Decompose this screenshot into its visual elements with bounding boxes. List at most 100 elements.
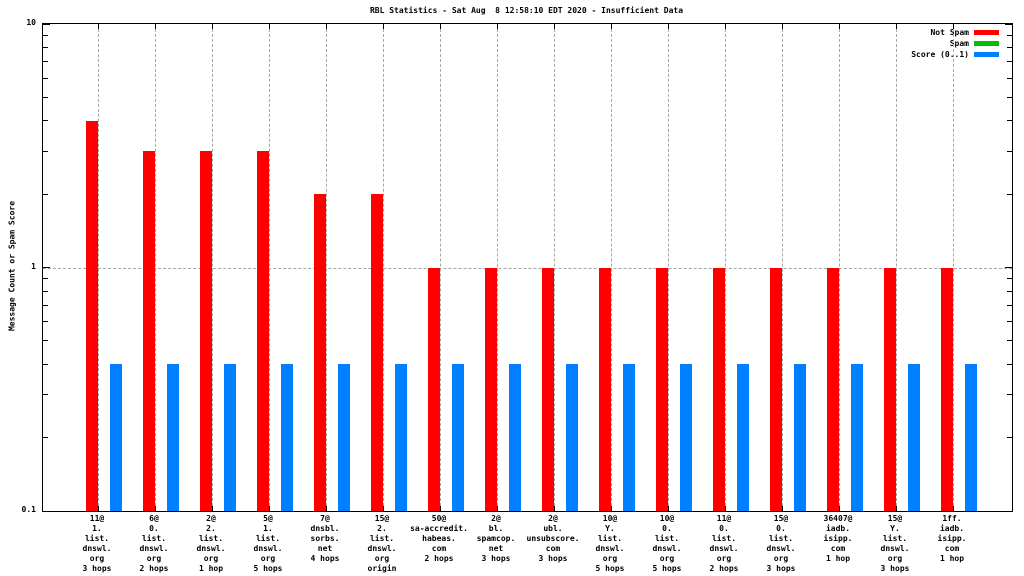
legend-label: Not Spam [930, 28, 969, 37]
x-tick-label: 2@ bl. spamcop. net 3 hops [476, 514, 516, 563]
x-tick-label: 6@ 0. list. dnswl. org 2 hops [139, 514, 169, 573]
x-tick-label: 7@ dnsbl. sorbs. net 4 hops [310, 514, 340, 563]
bar-not-spam [770, 267, 782, 511]
x-tick-bottom [611, 506, 612, 511]
x-tick-label: 15@ 2. list. dnswl. org origin [367, 514, 397, 573]
y-minor-tick-right [1007, 304, 1012, 306]
x-tick-bottom [725, 506, 726, 511]
y-minor-tick-left [43, 96, 48, 98]
x-tick-bottom [269, 506, 270, 511]
y-major-tick-right [1005, 267, 1012, 268]
x-tick-label: 36407@ iadb. isipp. com 1 hop [823, 514, 853, 563]
bar-score-0-1 [623, 364, 635, 511]
x-tick-label: 15@ Y. list. dnswl. org 3 hops [880, 514, 910, 573]
y-minor-tick-left [43, 77, 48, 79]
x-tick-top [611, 24, 612, 29]
x-tick-top [440, 24, 441, 29]
x-tick-label: 10@ 0. list. dnswl. org 5 hops [652, 514, 682, 573]
x-tick-top [212, 24, 213, 29]
x-tick-bottom [212, 506, 213, 511]
gridline-horizontal [43, 267, 1012, 269]
y-minor-tick-right [1007, 193, 1012, 195]
y-minor-tick-right [1007, 437, 1012, 439]
y-minor-tick-left [43, 304, 48, 306]
bar-score-0-1 [794, 364, 806, 511]
y-minor-tick-left [43, 61, 48, 63]
y-minor-tick-right [1007, 394, 1012, 396]
y-minor-tick-left [43, 340, 48, 342]
y-major-tick-right [1005, 23, 1012, 25]
x-tick-label: 2@ ubl. unsubscore. com 3 hops [526, 514, 580, 563]
bar-score-0-1 [110, 364, 122, 511]
bar-not-spam [200, 151, 212, 511]
x-tick-bottom [782, 506, 783, 511]
x-tick-label: 11@ 0. list. dnswl. org 2 hops [709, 514, 739, 573]
bar-not-spam [143, 151, 155, 511]
y-minor-tick-left [43, 437, 48, 439]
bar-score-0-1 [566, 364, 578, 511]
y-minor-tick-left [43, 321, 48, 322]
y-minor-tick-right [1007, 150, 1012, 152]
x-tick-top [896, 24, 897, 29]
y-minor-tick-left [43, 290, 48, 292]
x-tick-top [326, 24, 327, 29]
bar-score-0-1 [224, 364, 236, 511]
x-tick-bottom [440, 506, 441, 511]
bar-not-spam [428, 267, 440, 511]
y-minor-tick-right [1007, 290, 1012, 292]
bar-score-0-1 [281, 364, 293, 511]
x-tick-bottom [668, 506, 669, 511]
y-minor-tick-right [1007, 34, 1012, 36]
x-tick-bottom [383, 506, 384, 511]
x-tick-top [269, 24, 270, 29]
bar-not-spam [599, 267, 611, 511]
y-minor-tick-right [1007, 321, 1012, 322]
x-tick-label: 2@ 2. list. dnswl. org 1 hop [196, 514, 226, 573]
bar-not-spam [371, 194, 383, 511]
x-tick-label: 1ff. iadb. isipp. com 1 hop [937, 514, 967, 563]
y-minor-tick-left [43, 394, 48, 396]
y-minor-tick-left [43, 193, 48, 195]
x-tick-top [554, 24, 555, 29]
y-minor-tick-right [1007, 363, 1012, 365]
x-tick-bottom [497, 506, 498, 511]
x-tick-bottom [554, 506, 555, 511]
y-major-tick-left [43, 23, 50, 25]
y-minor-tick-right [1007, 340, 1012, 342]
x-tick-bottom [326, 506, 327, 511]
bar-not-spam [314, 194, 326, 511]
y-minor-tick-right [1007, 96, 1012, 98]
bar-score-0-1 [737, 364, 749, 511]
y-tick-label: 10 [26, 18, 36, 27]
bar-not-spam [485, 267, 497, 511]
x-tick-top [782, 24, 783, 29]
y-minor-tick-right [1007, 77, 1012, 79]
x-tick-label: 5@ 1. list. dnswl. org 5 hops [253, 514, 283, 573]
bar-score-0-1 [851, 364, 863, 511]
x-tick-bottom [155, 506, 156, 511]
x-tick-label: 50@ sa-accredit. habeas. com 2 hops [410, 514, 468, 563]
bar-score-0-1 [509, 364, 521, 511]
legend-swatch-score-0-1 [974, 52, 999, 57]
x-tick-top [497, 24, 498, 29]
bar-score-0-1 [395, 364, 407, 511]
bar-not-spam [86, 120, 98, 511]
bar-score-0-1 [680, 364, 692, 511]
bar-not-spam [656, 267, 668, 511]
y-tick-label: 0.1 [21, 505, 36, 514]
y-major-tick-left [43, 510, 50, 512]
legend: Not Spam Spam Score (0..1) [911, 27, 999, 60]
bar-not-spam [884, 267, 896, 511]
y-minor-tick-right [1007, 278, 1012, 280]
bar-score-0-1 [338, 364, 350, 511]
y-minor-tick-left [43, 363, 48, 365]
x-tick-bottom [896, 506, 897, 511]
bar-score-0-1 [965, 364, 977, 511]
x-tick-top [953, 24, 954, 29]
x-tick-top [383, 24, 384, 29]
y-tick-label: 1 [31, 261, 36, 271]
legend-entry-spam: Spam [911, 38, 999, 49]
legend-swatch-spam [974, 41, 999, 46]
y-minor-tick-left [43, 47, 48, 49]
